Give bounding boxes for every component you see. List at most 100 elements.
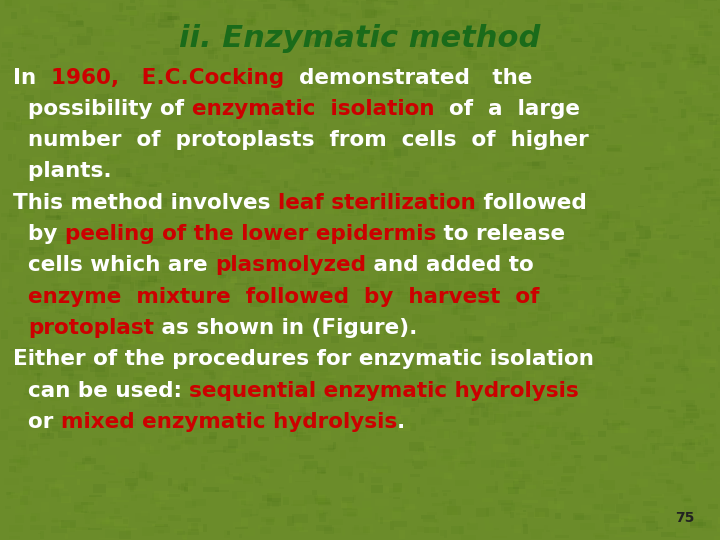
- Bar: [168, 259, 175, 262]
- Bar: [89, 188, 105, 191]
- Bar: [131, 45, 141, 50]
- Bar: [310, 146, 314, 154]
- Bar: [661, 44, 672, 50]
- Bar: [568, 0, 581, 3]
- Bar: [96, 518, 109, 524]
- Text: by: by: [13, 224, 65, 244]
- Bar: [477, 293, 485, 298]
- Bar: [183, 71, 197, 75]
- Bar: [262, 295, 276, 298]
- Bar: [687, 60, 699, 68]
- Bar: [473, 22, 477, 23]
- Bar: [55, 343, 66, 348]
- Bar: [606, 409, 609, 416]
- Bar: [396, 53, 402, 56]
- Bar: [320, 377, 334, 386]
- Bar: [454, 406, 463, 409]
- Bar: [153, 130, 161, 137]
- Bar: [303, 413, 315, 417]
- Bar: [456, 28, 459, 37]
- Bar: [459, 11, 472, 14]
- Bar: [119, 114, 125, 120]
- Bar: [261, 0, 270, 3]
- Bar: [418, 492, 424, 497]
- Bar: [505, 70, 513, 78]
- Bar: [544, 206, 555, 212]
- Bar: [562, 172, 575, 176]
- Bar: [580, 127, 585, 130]
- Bar: [217, 395, 231, 399]
- Bar: [650, 200, 666, 207]
- Bar: [621, 306, 634, 315]
- Bar: [469, 208, 477, 212]
- Bar: [495, 395, 505, 402]
- Bar: [387, 32, 397, 42]
- Bar: [228, 275, 235, 279]
- Bar: [690, 301, 700, 307]
- Bar: [27, 205, 41, 208]
- Bar: [228, 269, 241, 279]
- Bar: [719, 9, 720, 14]
- Bar: [603, 413, 617, 415]
- Bar: [504, 78, 517, 87]
- Bar: [299, 316, 302, 322]
- Bar: [701, 45, 708, 55]
- Bar: [482, 360, 490, 363]
- Bar: [173, 395, 180, 398]
- Bar: [324, 123, 328, 130]
- Bar: [555, 254, 563, 261]
- Bar: [644, 466, 651, 470]
- Bar: [686, 502, 694, 508]
- Bar: [30, 218, 33, 225]
- Bar: [526, 425, 541, 427]
- Bar: [176, 427, 182, 436]
- Bar: [298, 4, 309, 12]
- Text: 1960,   E.C.Cocking: 1960, E.C.Cocking: [51, 68, 284, 87]
- Bar: [307, 232, 312, 240]
- Bar: [79, 109, 84, 114]
- Bar: [606, 205, 613, 208]
- Bar: [573, 437, 588, 447]
- Bar: [171, 192, 177, 201]
- Bar: [570, 213, 580, 215]
- Bar: [505, 259, 520, 263]
- Bar: [11, 300, 17, 305]
- Bar: [56, 16, 62, 24]
- Bar: [35, 228, 42, 231]
- Bar: [454, 306, 459, 315]
- Bar: [284, 274, 297, 279]
- Bar: [107, 343, 120, 352]
- Bar: [8, 406, 19, 409]
- Bar: [452, 459, 462, 462]
- Bar: [454, 278, 466, 285]
- Bar: [10, 495, 18, 498]
- Bar: [370, 399, 385, 403]
- Bar: [54, 37, 57, 46]
- Bar: [32, 19, 48, 23]
- Bar: [215, 70, 231, 77]
- Bar: [147, 451, 161, 456]
- Bar: [708, 256, 714, 258]
- Bar: [253, 296, 261, 299]
- Bar: [436, 75, 444, 83]
- Bar: [690, 519, 703, 529]
- Bar: [480, 298, 495, 305]
- Bar: [127, 222, 142, 227]
- Bar: [329, 241, 343, 243]
- Bar: [55, 176, 70, 181]
- Bar: [289, 122, 304, 127]
- Bar: [225, 467, 229, 474]
- Bar: [203, 436, 216, 444]
- Bar: [22, 347, 35, 354]
- Bar: [325, 312, 328, 314]
- Bar: [694, 426, 704, 430]
- Bar: [527, 85, 538, 91]
- Bar: [11, 416, 17, 421]
- Bar: [718, 74, 720, 76]
- Bar: [703, 480, 706, 485]
- Bar: [559, 180, 564, 186]
- Bar: [437, 429, 450, 438]
- Bar: [526, 372, 536, 378]
- Bar: [412, 6, 416, 11]
- Bar: [534, 482, 544, 489]
